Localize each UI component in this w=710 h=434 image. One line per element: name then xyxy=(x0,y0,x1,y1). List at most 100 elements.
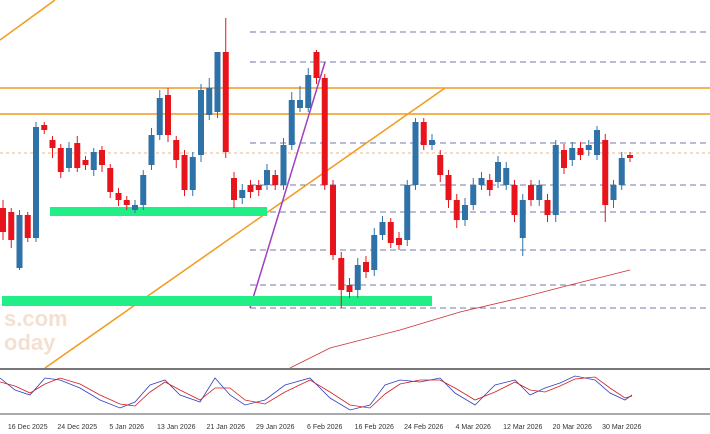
candle-body xyxy=(536,185,543,200)
candle-body xyxy=(206,88,213,115)
candle-body xyxy=(462,205,468,220)
x-tick-label: 12 Mar 2026 xyxy=(503,424,542,431)
candle-body xyxy=(280,145,287,185)
candle-body xyxy=(577,148,584,155)
candle-body xyxy=(305,75,312,108)
x-tick-label: 4 Mar 2026 xyxy=(456,424,492,431)
candle-body xyxy=(165,95,171,135)
candle-body xyxy=(33,127,39,238)
candle-body xyxy=(379,222,386,235)
trend-lines xyxy=(0,0,710,369)
candle-body xyxy=(346,285,353,292)
candle-body xyxy=(99,150,105,165)
candle-body xyxy=(627,155,633,158)
candle-body xyxy=(552,145,559,215)
candle-body xyxy=(24,215,31,238)
candle-body xyxy=(66,148,72,168)
candle-body xyxy=(478,178,485,185)
x-tick-label: 21 Jan 2026 xyxy=(206,424,245,431)
candle-body xyxy=(330,185,336,255)
watermark: s.com xyxy=(4,306,68,331)
candle-body xyxy=(602,140,609,205)
x-tick-label: 30 Mar 2026 xyxy=(602,424,641,431)
candle-body xyxy=(569,148,576,160)
candle-body xyxy=(123,200,130,205)
candle-body xyxy=(148,135,155,165)
moving-average xyxy=(289,269,631,369)
candle-body xyxy=(297,100,303,108)
candle-body xyxy=(404,185,411,240)
candle-body xyxy=(222,52,229,152)
watermark: oday xyxy=(4,330,56,355)
x-tick-label: 29 Jan 2026 xyxy=(256,424,295,431)
candle-body xyxy=(90,152,97,170)
candle-body xyxy=(486,180,493,190)
candle-body xyxy=(156,98,163,135)
candle-body xyxy=(41,125,48,130)
candle-body xyxy=(0,208,6,232)
candle-body xyxy=(585,145,592,150)
candle-body xyxy=(247,185,254,192)
candle-body xyxy=(214,52,221,112)
oscillator-signal xyxy=(0,376,633,409)
candle-body xyxy=(181,155,188,190)
candle-body xyxy=(618,158,625,185)
x-tick-label: 24 Dec 2025 xyxy=(57,424,97,431)
x-tick-label: 16 Dec 2025 xyxy=(8,424,48,431)
x-tick-label: 13 Jan 2026 xyxy=(157,424,196,431)
candle-body xyxy=(115,193,122,200)
x-tick-label: 20 Mar 2026 xyxy=(553,424,592,431)
candle-body xyxy=(511,185,518,215)
candle-body xyxy=(437,155,444,175)
candle-body xyxy=(445,175,452,200)
candle-body xyxy=(239,190,246,198)
candle-body xyxy=(429,140,435,145)
candle-body xyxy=(140,175,147,205)
candle-body xyxy=(396,238,402,245)
candle-body xyxy=(313,52,320,78)
candle-body xyxy=(503,168,510,185)
candle-body xyxy=(371,235,378,270)
candle-body xyxy=(132,205,138,210)
candle-body xyxy=(528,185,534,200)
candle-body xyxy=(49,140,56,148)
support-zone xyxy=(2,296,432,306)
candle-body xyxy=(363,262,369,272)
candle-body xyxy=(82,160,89,165)
x-tick-label: 6 Feb 2026 xyxy=(307,424,343,431)
candle-body xyxy=(544,200,551,215)
candle-body xyxy=(272,175,279,185)
candle-body xyxy=(107,168,114,192)
candle-body xyxy=(16,215,23,268)
candle-body xyxy=(338,258,345,290)
candle-body xyxy=(453,200,460,220)
candle-body xyxy=(231,178,237,200)
candle-body xyxy=(321,78,328,185)
candle-body xyxy=(173,140,180,160)
candle-body xyxy=(74,143,81,168)
candle-body xyxy=(610,185,617,200)
candle-body xyxy=(8,212,15,240)
candle-body xyxy=(354,265,361,290)
oscillator-line xyxy=(0,375,633,411)
candle-body xyxy=(420,122,427,145)
candle-body xyxy=(594,130,600,155)
candle-body xyxy=(198,90,204,155)
x-tick-label: 16 Feb 2026 xyxy=(355,424,394,431)
support-zone xyxy=(50,207,267,216)
candle-body xyxy=(288,100,295,145)
trend-line xyxy=(249,61,326,309)
candle-body xyxy=(412,122,419,185)
candle-body xyxy=(561,150,567,168)
candle-body xyxy=(189,157,196,190)
candle-body xyxy=(387,222,394,243)
candle-body xyxy=(470,185,477,205)
x-tick-label: 24 Feb 2026 xyxy=(404,424,443,431)
candle-body xyxy=(264,170,270,185)
candle-body xyxy=(57,148,64,172)
x-tick-label: 5 Jan 2026 xyxy=(109,424,144,431)
candle-body xyxy=(255,185,262,190)
candle-body xyxy=(519,200,526,238)
